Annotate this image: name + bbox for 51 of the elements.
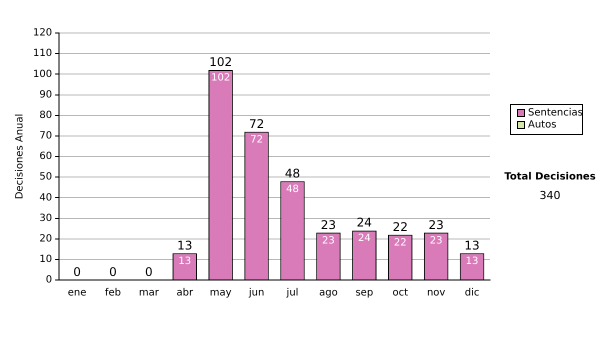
x-tick-label: mar: [138, 288, 160, 299]
x-tick-label: oct: [392, 288, 408, 299]
x-tick-label: jun: [248, 288, 264, 299]
y-tick-label: 80: [39, 110, 52, 121]
x-tick-label: nov: [426, 288, 446, 299]
y-tick-label: 90: [39, 89, 52, 100]
x-tick-label: jul: [286, 288, 298, 299]
legend-label: Autos: [528, 120, 556, 131]
x-tick-label: dic: [464, 288, 480, 299]
total-label: 23: [320, 218, 336, 232]
data-label: 13: [466, 256, 478, 267]
y-tick-label: 40: [39, 192, 52, 204]
text: 340: [540, 188, 560, 202]
x-tick-label: may: [210, 288, 232, 299]
total-label: 48: [284, 166, 300, 180]
y-tick-label: 50: [39, 172, 52, 183]
y-tick-label: 60: [39, 151, 52, 162]
data-label: 102: [211, 72, 230, 84]
x-tick-label: abr: [176, 288, 194, 299]
data-label: 23: [322, 235, 335, 246]
total-label: 22: [392, 220, 408, 234]
x-tick-label: feb: [104, 288, 121, 299]
x-tick-label: ago: [319, 288, 338, 299]
data-label: 48: [286, 184, 299, 195]
y-tick-label: 10: [39, 254, 52, 266]
total-label: 0: [145, 265, 153, 280]
total-label: 102: [209, 55, 232, 70]
y-tick-label: 100: [32, 68, 52, 80]
total-label: 72: [248, 116, 264, 131]
total-label: 24: [356, 216, 372, 230]
y-tick-label: 0: [46, 274, 52, 286]
x-tick-label: sep: [355, 288, 374, 299]
total-label: 0: [73, 265, 81, 280]
total-label: 13: [464, 238, 480, 252]
total-label: 23: [428, 218, 444, 232]
total-label: 0: [109, 265, 117, 280]
data-label: 24: [358, 233, 371, 244]
text: Total Decisiones: [504, 172, 596, 183]
y-axis-title: Decisiones Anual: [14, 114, 26, 200]
y-tick-label: 20: [39, 233, 52, 244]
y-tick-label: 30: [39, 212, 52, 224]
y-tick-label: 110: [32, 48, 52, 60]
data-label: 23: [430, 235, 443, 246]
y-tick-label: 120: [32, 28, 52, 39]
data-label: 13: [178, 256, 192, 267]
total-label: 13: [177, 238, 192, 252]
data-label: 22: [394, 237, 407, 248]
data-label: 72: [250, 134, 263, 146]
x-tick-label: ene: [68, 288, 86, 299]
legend-label: Sentencias: [528, 108, 583, 119]
y-tick-label: 70: [39, 130, 52, 142]
